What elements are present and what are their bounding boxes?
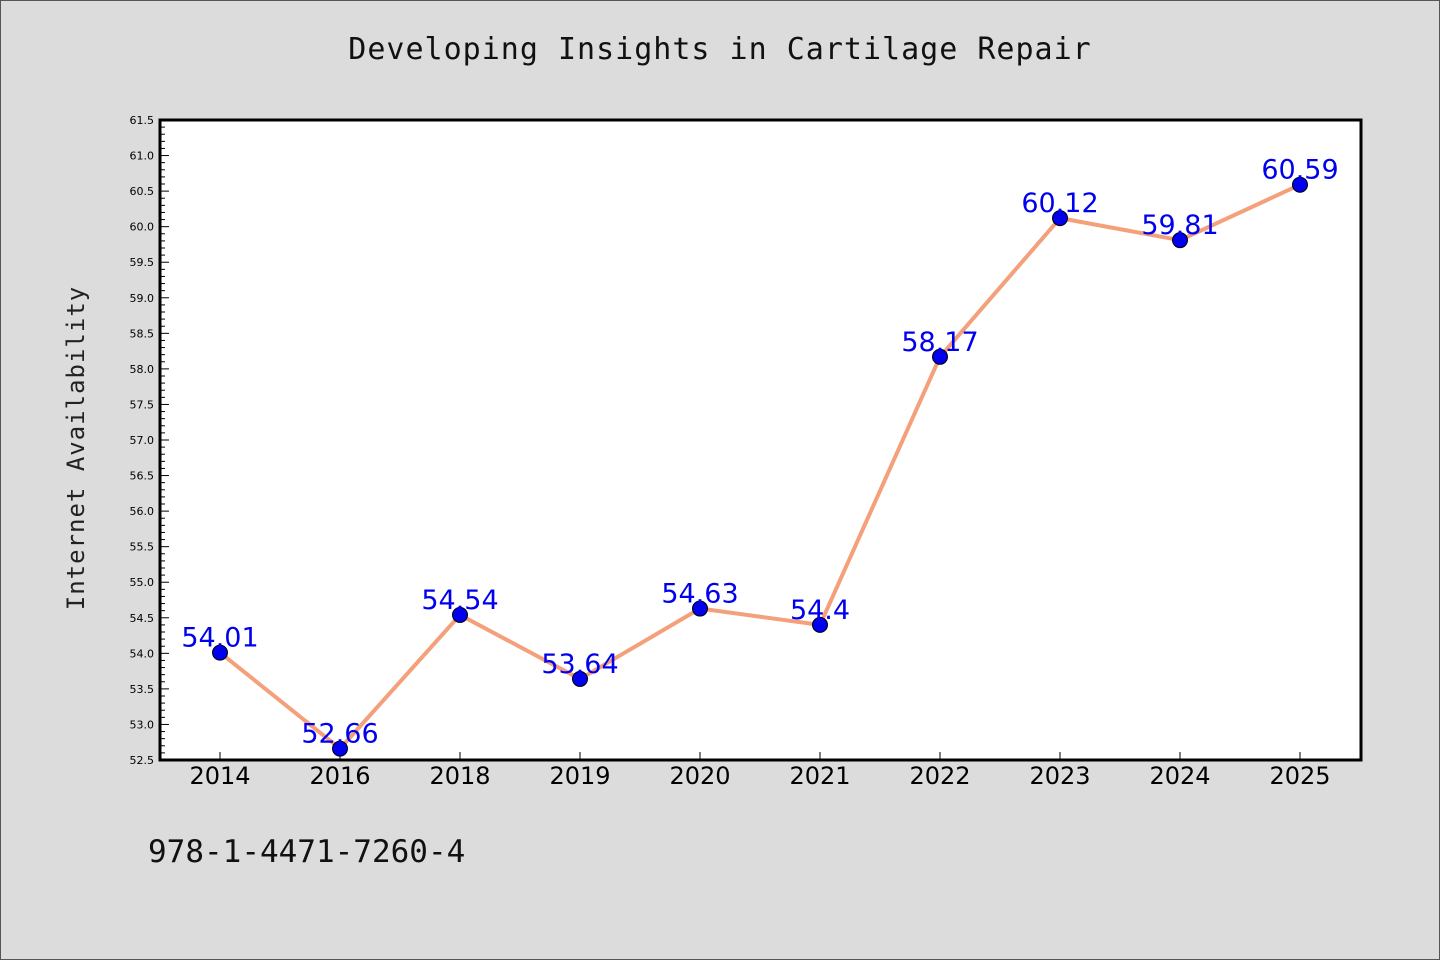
x-tick-label: 2014 bbox=[189, 762, 250, 790]
y-tick-label: 58.0 bbox=[130, 363, 155, 376]
data-point bbox=[692, 600, 708, 617]
y-tick-label: 59.0 bbox=[130, 292, 155, 305]
plot-area bbox=[158, 118, 1363, 762]
series-line bbox=[218, 182, 1301, 751]
y-tick-label: 55.5 bbox=[130, 541, 155, 554]
y-tick-label: 54.0 bbox=[130, 647, 155, 660]
data-label: 54.54 bbox=[421, 585, 498, 616]
isbn-text: 978-1-4471-7260-4 bbox=[148, 834, 466, 870]
y-tick-label: 52.5 bbox=[130, 754, 155, 767]
data-point bbox=[452, 606, 468, 623]
data-label: 54.63 bbox=[661, 579, 738, 610]
data-label: 54.4 bbox=[790, 595, 850, 626]
series-markers bbox=[212, 176, 1308, 757]
x-axis: 2014 2016 2018 2019 2020 2021 2022 2023 2024 2025 bbox=[189, 752, 1331, 790]
y-tick-label: 53.5 bbox=[130, 683, 155, 696]
y-tick-label: 61.5 bbox=[130, 114, 155, 127]
chart-title: Developing Insights in Cartilage Repair bbox=[348, 32, 1092, 67]
data-label: 60.59 bbox=[1261, 155, 1338, 186]
data-label: 60.12 bbox=[1021, 188, 1098, 219]
x-tick-label: 2019 bbox=[549, 762, 610, 790]
x-tick-label: 2016 bbox=[309, 762, 370, 790]
data-label: 54.01 bbox=[181, 623, 258, 654]
x-tick-label: 2024 bbox=[1149, 762, 1210, 790]
y-tick-label: 58.5 bbox=[130, 327, 155, 340]
x-tick-label: 2020 bbox=[669, 762, 730, 790]
data-label: 58.17 bbox=[901, 327, 978, 358]
data-point bbox=[932, 348, 948, 365]
y-tick-label: 56.5 bbox=[130, 470, 155, 483]
x-tick-label: 2018 bbox=[429, 762, 490, 790]
data-point bbox=[1292, 176, 1308, 193]
y-tick-label: 57.5 bbox=[130, 398, 155, 411]
x-tick-label: 2023 bbox=[1029, 762, 1090, 790]
data-label: 52.66 bbox=[301, 719, 378, 750]
data-point bbox=[572, 670, 588, 687]
data-point bbox=[212, 644, 228, 661]
data-point bbox=[332, 740, 348, 757]
data-labels: 54.01 52.66 54.54 53.64 54.63 54.4 58.17 60.12 5… bbox=[181, 155, 1338, 750]
y-tick-label: 53.0 bbox=[130, 718, 155, 731]
y-axis: 52.5 53.0 53.5 54.0 54.5 55.0 55.5 56.0 56.5 57.0… bbox=[130, 114, 169, 767]
y-tick-label: 59.5 bbox=[130, 256, 155, 269]
data-label: 53.64 bbox=[541, 649, 618, 680]
x-tick-label: 2022 bbox=[909, 762, 970, 790]
y-tick-label: 55.0 bbox=[130, 576, 155, 589]
x-tick-label: 2025 bbox=[1269, 762, 1330, 790]
y-tick-label: 60.5 bbox=[130, 185, 155, 198]
x-tick-label: 2021 bbox=[789, 762, 850, 790]
y-tick-label: 56.0 bbox=[130, 505, 155, 518]
data-point bbox=[1172, 232, 1188, 249]
y-tick-label: 60.0 bbox=[130, 221, 155, 234]
y-tick-label: 61.0 bbox=[130, 150, 155, 163]
data-label: 59.81 bbox=[1141, 210, 1218, 241]
data-point bbox=[812, 616, 828, 633]
y-tick-label: 54.5 bbox=[130, 612, 155, 625]
y-tick-label: 57.0 bbox=[130, 434, 155, 447]
data-point bbox=[1052, 210, 1068, 227]
